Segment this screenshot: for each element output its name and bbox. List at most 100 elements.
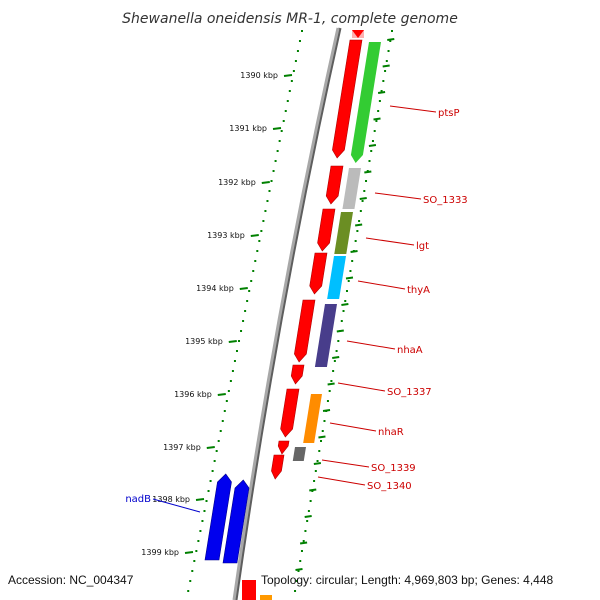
color-lgt (334, 212, 353, 254)
ruler-dot (260, 230, 263, 232)
ruler-dot (328, 390, 331, 392)
scale-tick (250, 234, 259, 237)
gene-label-nhaR: nhaR (378, 427, 404, 438)
ruler-dot (321, 430, 324, 432)
ruler-dot (306, 520, 309, 522)
scale-label: 1393 kbp (207, 231, 245, 240)
gene-label-SO_1337: SO_1337 (387, 387, 432, 398)
ruler-dot (262, 220, 265, 222)
ruler-dot (304, 530, 307, 532)
ruler-tick (295, 568, 303, 571)
ruler-dot (354, 240, 357, 242)
cds-SO_1339 (277, 440, 290, 455)
genome-backbone (232, 27, 340, 600)
ruler-tick (318, 435, 326, 439)
ruler-dot (382, 80, 385, 82)
ruler-tick (355, 223, 363, 227)
ruler-dot (209, 480, 212, 482)
ruler-dot (314, 470, 317, 472)
ruler-dot (201, 520, 204, 522)
ruler-dot (326, 400, 329, 402)
ruler-tick (341, 303, 349, 306)
cds-SO_1337 (290, 364, 305, 385)
ruler-dot (301, 30, 303, 32)
ruler-dot (278, 140, 281, 142)
cds-SO_1340 (271, 454, 285, 480)
cds-partial-top-head (352, 30, 364, 38)
ruler-tick (364, 170, 372, 174)
ruler-tick (304, 515, 312, 518)
cds-SO_1333 (325, 165, 344, 205)
ruler-dot (294, 60, 297, 62)
gene-leader-line (317, 476, 366, 486)
color-thyA (327, 256, 346, 299)
ruler-dot (361, 200, 364, 202)
ruler-dot (377, 110, 380, 112)
ruler-dot (351, 260, 354, 262)
cds-nadB-b (222, 479, 250, 564)
ruler-dot (195, 550, 198, 552)
ruler-dot (309, 500, 312, 502)
ruler-dot (296, 50, 299, 52)
ruler-dot (337, 340, 340, 342)
backbone-shadow (234, 27, 342, 600)
ruler-dot (380, 90, 383, 92)
scale-label: 1398 kbp (152, 495, 190, 504)
ruler-dot (199, 530, 202, 532)
scale-ruler: 1390 kbp 1391 kbp 1392 kbp 1393 kbp 1394 kbp… (141, 71, 293, 557)
cds-nhaR (280, 388, 300, 438)
inner-dotted-ruler (187, 30, 303, 592)
ruler-dot (349, 270, 352, 272)
ruler-dot (389, 40, 392, 42)
ruler-tick (350, 250, 358, 253)
scale-label: 1399 kbp (141, 548, 179, 557)
ruler-dot (323, 420, 326, 422)
cds-nadB-a (204, 473, 232, 561)
gene-leader-line (329, 422, 377, 432)
color-ptsP (350, 42, 381, 163)
ruler-dot (227, 390, 230, 392)
ruler-dot (264, 210, 267, 212)
scale-label: 1394 kbp (196, 284, 234, 293)
scale-label: 1390 kbp (240, 71, 278, 80)
ruler-dot (233, 360, 236, 362)
ruler-dot (316, 460, 319, 462)
accession-label: Accession: NC_004347 (8, 573, 134, 587)
gene-label-SO_1339: SO_1339 (371, 463, 416, 474)
ruler-tick (373, 117, 381, 121)
ruler-dot (219, 430, 222, 432)
ruler-dot (347, 280, 350, 282)
ruler-dot (294, 590, 297, 592)
cds-track (242, 30, 364, 600)
gene-label-ptsP: ptsP (438, 108, 460, 119)
scale-tick (228, 340, 237, 343)
ruler-dot (274, 160, 277, 162)
ruler-dot (205, 500, 208, 502)
ruler-dot (286, 100, 289, 102)
ruler-dot (215, 450, 218, 452)
gene-leader-line (357, 280, 406, 290)
ruler-dot (221, 420, 224, 422)
topology-label: Topology: circular; Length: 4,969,803 bp… (261, 573, 554, 587)
scale-label: 1391 kbp (229, 124, 267, 133)
ruler-dot (391, 30, 393, 32)
gene-label-thyA: thyA (407, 285, 430, 296)
ruler-dot (246, 300, 249, 302)
outer-dotted-ruler (294, 30, 395, 592)
ruler-tick (336, 329, 344, 333)
ruler-dot (385, 60, 388, 62)
cds-thyA (309, 252, 328, 295)
gene-leader-line (337, 382, 386, 392)
ruler-dot (191, 570, 194, 572)
ruler-dot (368, 160, 371, 162)
ruler-tick (387, 38, 395, 41)
function-track (204, 42, 381, 600)
gene-leader-line (389, 105, 437, 113)
scale-tick (283, 74, 293, 77)
ruler-dot (298, 40, 301, 42)
ruler-dot (387, 50, 390, 52)
color-partial-bottom (260, 595, 272, 600)
ruler-dot (189, 580, 192, 582)
cds-nhaA (294, 299, 316, 363)
ruler-dot (211, 470, 214, 472)
